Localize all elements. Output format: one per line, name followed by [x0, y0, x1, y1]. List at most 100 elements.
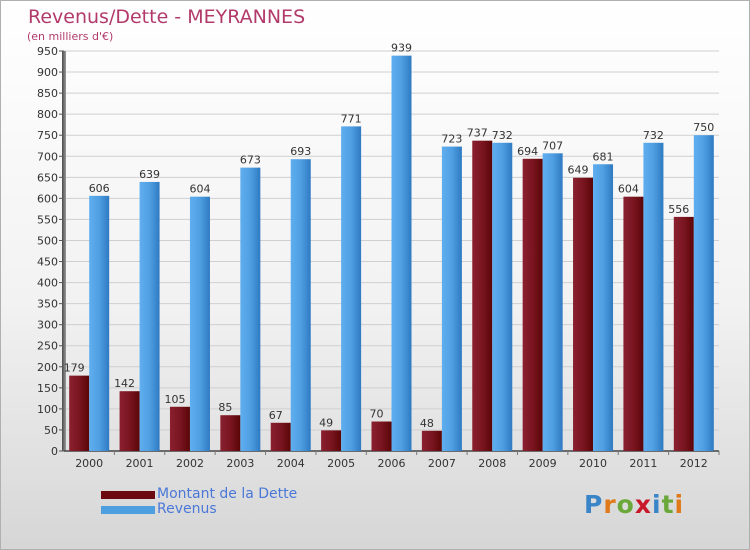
- x-tick-label: 2010: [579, 457, 607, 470]
- y-tick-label: 200: [37, 361, 58, 374]
- y-tick-label: 850: [37, 87, 58, 100]
- y-tick-label: 550: [37, 213, 58, 226]
- debt-bar: [371, 421, 392, 451]
- legend: Montant de la Dette Revenus: [101, 487, 297, 517]
- y-tick-label: 450: [37, 256, 58, 269]
- y-tick-label: 250: [37, 340, 58, 353]
- x-tick-label: 2011: [629, 457, 657, 470]
- logo-letter: P: [584, 490, 604, 519]
- x-tick-label: 2012: [680, 457, 708, 470]
- revenue-bar: [593, 164, 614, 451]
- legend-label-revenue: Revenus: [157, 501, 217, 517]
- debt-value-label: 556: [668, 203, 689, 216]
- revenue-bar: [542, 153, 563, 451]
- y-tick-label: 0: [51, 445, 58, 458]
- debt-value-label: 179: [64, 362, 85, 375]
- y-tick-label: 950: [37, 45, 58, 58]
- revenue-value-label: 723: [441, 133, 462, 146]
- legend-swatch-revenue: [101, 505, 155, 514]
- revenue-value-label: 673: [240, 154, 261, 167]
- x-tick-label: 2005: [327, 457, 355, 470]
- revenue-value-label: 771: [341, 112, 362, 125]
- revenue-bar: [290, 159, 311, 452]
- x-tick-label: 2006: [378, 457, 406, 470]
- legend-item-revenue: Revenus: [101, 502, 297, 517]
- debt-bar: [220, 415, 241, 451]
- debt-value-label: 48: [420, 417, 434, 430]
- debt-bar: [69, 375, 90, 451]
- debt-bar: [623, 196, 644, 451]
- y-tick-label: 50: [44, 424, 58, 437]
- legend-label-debt: Montant de la Dette: [157, 486, 298, 502]
- debt-value-label: 70: [370, 408, 384, 421]
- debt-bar: [321, 430, 342, 451]
- debt-value-label: 604: [618, 183, 639, 196]
- revenue-bar: [693, 135, 714, 452]
- legend-item-debt: Montant de la Dette: [101, 487, 297, 502]
- debt-bar: [673, 216, 694, 451]
- y-tick-label: 500: [37, 234, 58, 247]
- logo-letter: i: [674, 490, 685, 519]
- revenue-bar: [643, 142, 664, 451]
- logo-letter: o: [616, 490, 635, 519]
- revenue-bar: [341, 126, 362, 452]
- revenue-value-label: 707: [542, 139, 563, 152]
- revenue-bar: [89, 195, 110, 451]
- y-tick-label: 700: [37, 150, 58, 163]
- revenue-bar: [240, 167, 261, 451]
- debt-value-label: 649: [568, 164, 589, 177]
- debt-value-label: 49: [319, 416, 333, 429]
- y-tick-label: 150: [37, 382, 58, 395]
- y-tick-label: 600: [37, 192, 58, 205]
- x-tick-label: 2003: [226, 457, 254, 470]
- debt-value-label: 142: [114, 377, 135, 390]
- legend-swatch-debt: [101, 490, 155, 499]
- x-tick-label: 2009: [529, 457, 557, 470]
- revenue-bar: [391, 55, 412, 451]
- x-axis: 2000 2001 2002 2003 2004 2005 2006 2007 2008 2009…: [75, 451, 720, 470]
- y-tick-label: 100: [37, 403, 58, 416]
- debt-bar: [119, 391, 140, 451]
- revenue-bar: [139, 181, 160, 451]
- chart-title: Revenus/Dette - MEYRANNES: [28, 6, 306, 28]
- debt-bar: [270, 422, 291, 451]
- revenue-value-label: 732: [643, 129, 664, 142]
- revenue-bar: [441, 146, 462, 451]
- y-tick-label: 750: [37, 129, 58, 142]
- debt-bar: [573, 177, 594, 451]
- debt-value-label: 694: [517, 145, 538, 158]
- y-tick-label: 900: [37, 66, 58, 79]
- y-tick-label: 300: [37, 319, 58, 332]
- y-tick-label: 350: [37, 298, 58, 311]
- debt-value-label: 105: [164, 393, 185, 406]
- debt-bar: [472, 140, 493, 451]
- x-tick-label: 2002: [176, 457, 204, 470]
- proxiti-logo: Proxiti: [584, 490, 684, 519]
- y-tick-label: 800: [37, 108, 58, 121]
- x-tick-label: 2000: [75, 457, 103, 470]
- y-tick-label: 650: [37, 171, 58, 184]
- data-labels: 179 606 142 639 105 604 85 673 67 693 49 771 70 939 48…: [64, 42, 715, 430]
- revenue-value-label: 732: [492, 129, 513, 142]
- debt-bar: [421, 430, 442, 451]
- logo-letter: t: [661, 490, 675, 519]
- debt-value-label: 67: [269, 409, 283, 422]
- x-tick-label: 2004: [277, 457, 305, 470]
- y-tick-label: 400: [37, 277, 58, 290]
- debt-value-label: 737: [467, 127, 488, 140]
- x-tick-label: 2008: [478, 457, 506, 470]
- revenue-value-label: 681: [593, 150, 614, 163]
- chart-subtitle: (en milliers d'€): [27, 30, 114, 43]
- x-tick-label: 2001: [126, 457, 154, 470]
- logo-letter: i: [652, 490, 662, 519]
- revenue-bar: [492, 142, 513, 451]
- x-tick-label: 2007: [428, 457, 456, 470]
- y-axis-line: [62, 51, 66, 451]
- revenue-value-label: 604: [189, 183, 210, 196]
- debt-bar: [169, 406, 190, 451]
- logo-letter: x: [634, 490, 652, 519]
- revenue-value-label: 693: [290, 145, 311, 158]
- revenue-value-label: 639: [139, 168, 160, 181]
